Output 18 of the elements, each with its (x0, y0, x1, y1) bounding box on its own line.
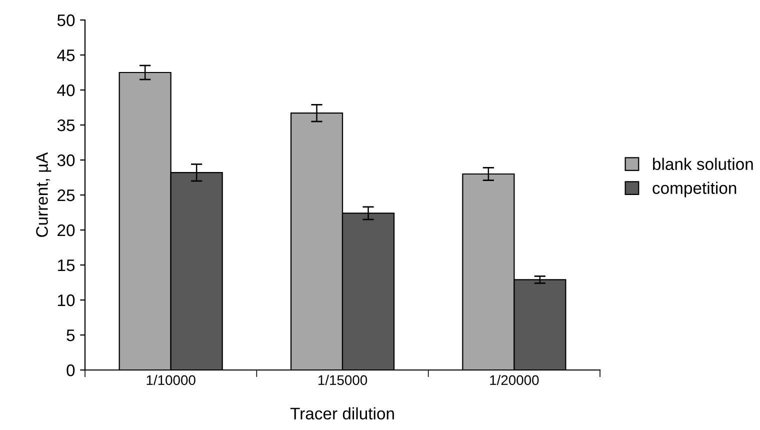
y-tick-label: 15 (58, 260, 75, 272)
x-axis-title: Tracer dilution (290, 407, 394, 420)
x-tick-label: 1/20000 (490, 374, 539, 386)
y-tick-label: 35 (57, 119, 75, 132)
x-tick-label: 1/15000 (318, 374, 368, 386)
y-tick-label: 25 (58, 189, 75, 202)
y-tick-label: 5 (66, 330, 75, 342)
y-tick-label: 45 (57, 50, 75, 62)
y-tick-label: 10 (58, 294, 75, 306)
x-tick-label: 1/10000 (146, 374, 196, 386)
y-tick-label: 30 (57, 154, 75, 166)
legend-label: competition (652, 182, 736, 198)
y-axis-title: Current, µA (36, 152, 52, 237)
legend-label: blank solution (653, 158, 753, 170)
y-tick-label: 20 (58, 224, 75, 236)
y-tick-label: 40 (57, 84, 75, 96)
y-tick-label: 50 (57, 14, 75, 26)
y-tick-label: 0 (66, 364, 75, 376)
